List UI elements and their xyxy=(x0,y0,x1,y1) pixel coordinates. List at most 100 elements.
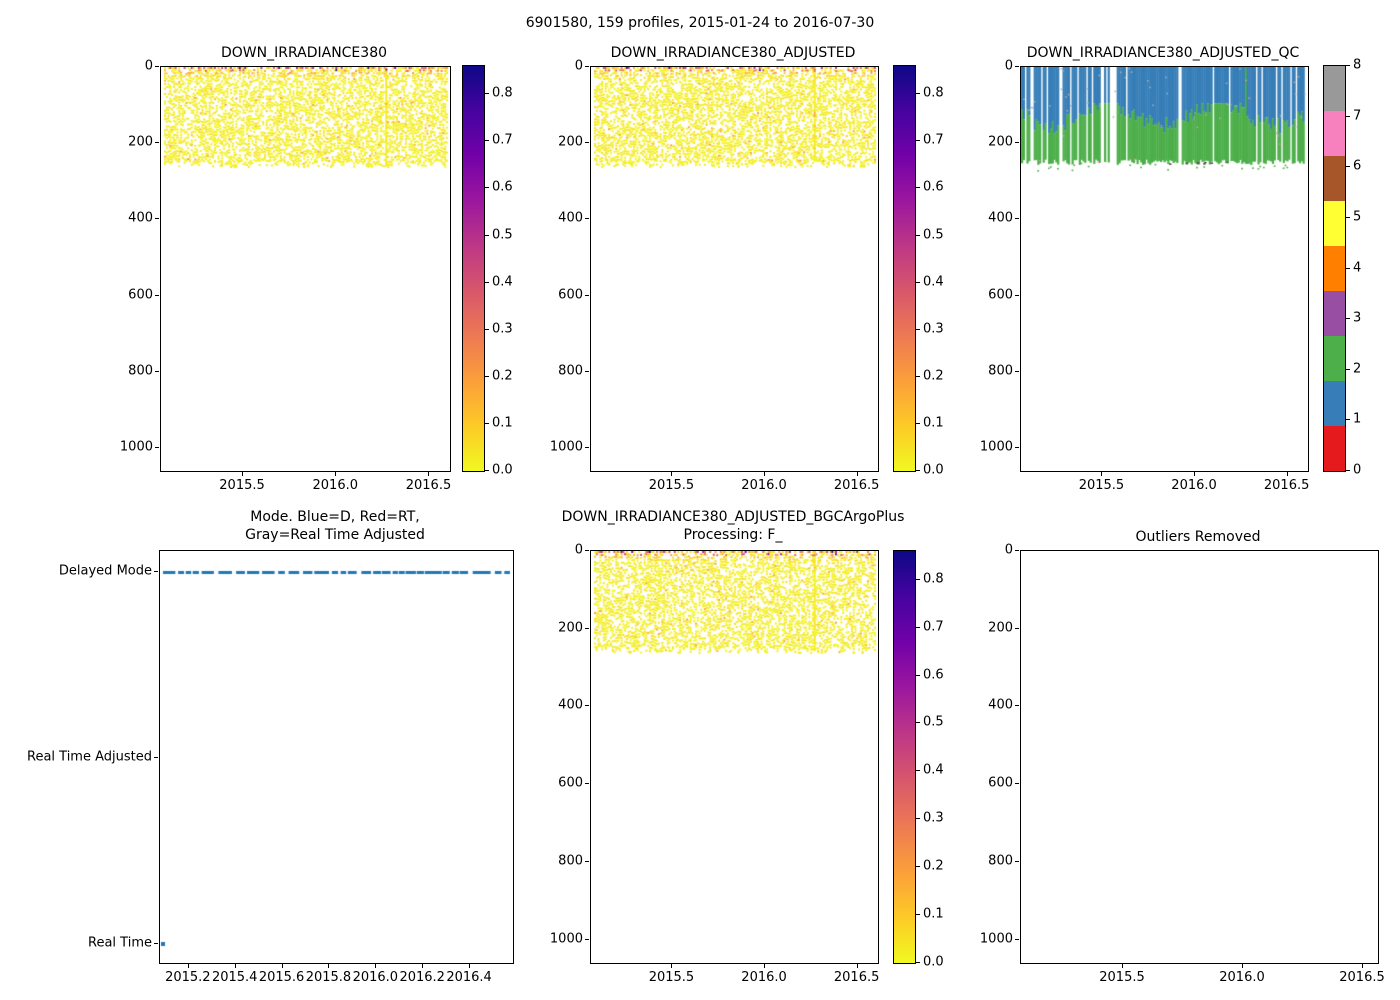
x-tick xyxy=(764,472,766,476)
colorbar-tick-label: 0.6 xyxy=(923,179,944,195)
y-tick xyxy=(585,938,589,940)
y-tick-label: 600 xyxy=(988,287,1013,303)
colorbar-tick-label: 0.7 xyxy=(492,132,513,148)
colorbar-tick-label: 0.3 xyxy=(923,321,944,337)
y-tick xyxy=(1015,447,1019,449)
x-tick xyxy=(856,472,858,476)
x-tick xyxy=(856,964,858,968)
colorbar-tick xyxy=(485,281,489,283)
colorbar-tick-label: 0.8 xyxy=(492,85,513,101)
x-tick xyxy=(234,964,236,968)
plot5-title: DOWN_IRRADIANCE380_ADJUSTED_BGCArgoPlus … xyxy=(561,509,905,544)
qc-colorbar-tick xyxy=(1346,115,1350,117)
colorbar-tick-label: 0.3 xyxy=(923,810,944,826)
colorbar-tick-label: 0.2 xyxy=(923,368,944,384)
qc-colorbar-tick-label: 8 xyxy=(1353,57,1362,73)
y-tick xyxy=(585,705,589,707)
plot2-axes xyxy=(590,66,879,472)
x-tick xyxy=(335,472,337,476)
y-tick-label: 0 xyxy=(574,58,583,74)
colorbar-tick xyxy=(485,187,489,189)
colorbar-tick-label: 0.6 xyxy=(492,179,513,195)
colorbar-tick xyxy=(916,770,920,772)
x-tick-label: 2015.2 xyxy=(165,970,211,985)
colorbar-tick xyxy=(916,722,920,724)
colorbar-tick xyxy=(485,328,489,330)
x-tick xyxy=(281,964,283,968)
qc-colorbar-tick-label: 6 xyxy=(1353,158,1362,174)
x-tick-label: 2015.5 xyxy=(648,970,695,985)
x-tick xyxy=(1362,964,1363,968)
colorbar-tick xyxy=(916,93,920,95)
colorbar-tick xyxy=(485,234,489,236)
y-tick-label: 1000 xyxy=(979,439,1013,455)
colorbar-tick xyxy=(485,375,489,377)
y-tick xyxy=(154,943,158,945)
qc-colorbar-tick-label: 5 xyxy=(1353,209,1362,225)
y-tick-label: 400 xyxy=(558,210,583,226)
x-tick-label: 2016.2 xyxy=(399,970,445,985)
qc-colorbar-tick xyxy=(1346,470,1350,471)
plot3-qc-canvas xyxy=(1021,67,1308,471)
y-tick xyxy=(585,370,589,372)
category-tick-label: Real Time xyxy=(88,935,152,951)
x-tick-label: 2015.5 xyxy=(1078,478,1125,493)
x-tick xyxy=(671,472,673,476)
category-tick-label: Delayed Mode xyxy=(58,563,152,579)
y-tick xyxy=(155,66,159,67)
qc-colorbar-segment-0 xyxy=(1324,426,1345,471)
category-tick-label: Real Time Adjusted xyxy=(27,749,152,765)
y-tick-label: 200 xyxy=(558,134,583,150)
y-tick xyxy=(1015,370,1019,372)
y-tick xyxy=(585,860,589,862)
colorbar-tick-label: 0.8 xyxy=(923,571,944,587)
colorbar-tick xyxy=(916,914,920,916)
y-tick xyxy=(1015,66,1019,67)
x-tick xyxy=(328,964,330,968)
qc-colorbar-segment-4 xyxy=(1324,246,1345,291)
x-tick-label: 2016.5 xyxy=(833,478,880,493)
plot5-colorbar xyxy=(893,550,916,964)
colorbar-tick-label: 0.5 xyxy=(923,714,944,730)
y-tick xyxy=(585,142,589,144)
x-tick-label: 2016.0 xyxy=(741,970,787,985)
qc-colorbar-tick-label: 7 xyxy=(1353,108,1362,124)
qc-colorbar-tick xyxy=(1346,65,1350,66)
colorbar-tick-label: 0.7 xyxy=(923,619,944,635)
x-tick xyxy=(1122,964,1123,968)
colorbar-tick-label: 0.6 xyxy=(923,667,944,683)
y-tick xyxy=(154,571,158,572)
colorbar-tick xyxy=(916,140,920,142)
colorbar-tick xyxy=(916,328,920,330)
colorbar-tick xyxy=(916,187,920,189)
qc-colorbar-segment-2 xyxy=(1324,336,1345,381)
colorbar-tick xyxy=(916,578,920,580)
y-tick-label: 400 xyxy=(558,697,583,713)
colorbar-tick xyxy=(485,422,489,424)
y-tick xyxy=(155,294,159,296)
qc-colorbar-segment-1 xyxy=(1324,381,1345,426)
qc-colorbar-tick xyxy=(1346,318,1350,320)
qc-colorbar-tick-label: 4 xyxy=(1353,260,1362,275)
y-tick xyxy=(1015,938,1019,940)
colorbar-tick-label: 0.7 xyxy=(923,132,944,148)
x-tick xyxy=(428,472,430,476)
y-tick xyxy=(1015,860,1019,862)
y-tick-label: 1000 xyxy=(549,439,583,455)
x-tick-label: 2016.0 xyxy=(1171,478,1217,493)
qc-colorbar-tick-label: 1 xyxy=(1353,411,1362,427)
colorbar-tick-label: 0.8 xyxy=(923,85,944,101)
qc-colorbar-tick-label: 3 xyxy=(1353,310,1362,326)
colorbar-tick-label: 0.2 xyxy=(492,368,513,384)
colorbar-tick-label: 0.2 xyxy=(923,858,944,874)
y-tick-label: 1000 xyxy=(119,439,153,455)
colorbar-tick xyxy=(916,674,920,676)
colorbar-tick xyxy=(916,470,920,471)
plot6-empty-canvas xyxy=(1021,551,1378,963)
qc-colorbar-segment-6 xyxy=(1324,156,1345,201)
colorbar-tick-label: 0.1 xyxy=(492,415,513,431)
y-tick-label: 400 xyxy=(988,210,1013,226)
plot2-colorbar xyxy=(893,65,916,472)
colorbar-tick-label: 0.4 xyxy=(492,274,513,290)
qc-colorbar-tick xyxy=(1346,368,1350,370)
